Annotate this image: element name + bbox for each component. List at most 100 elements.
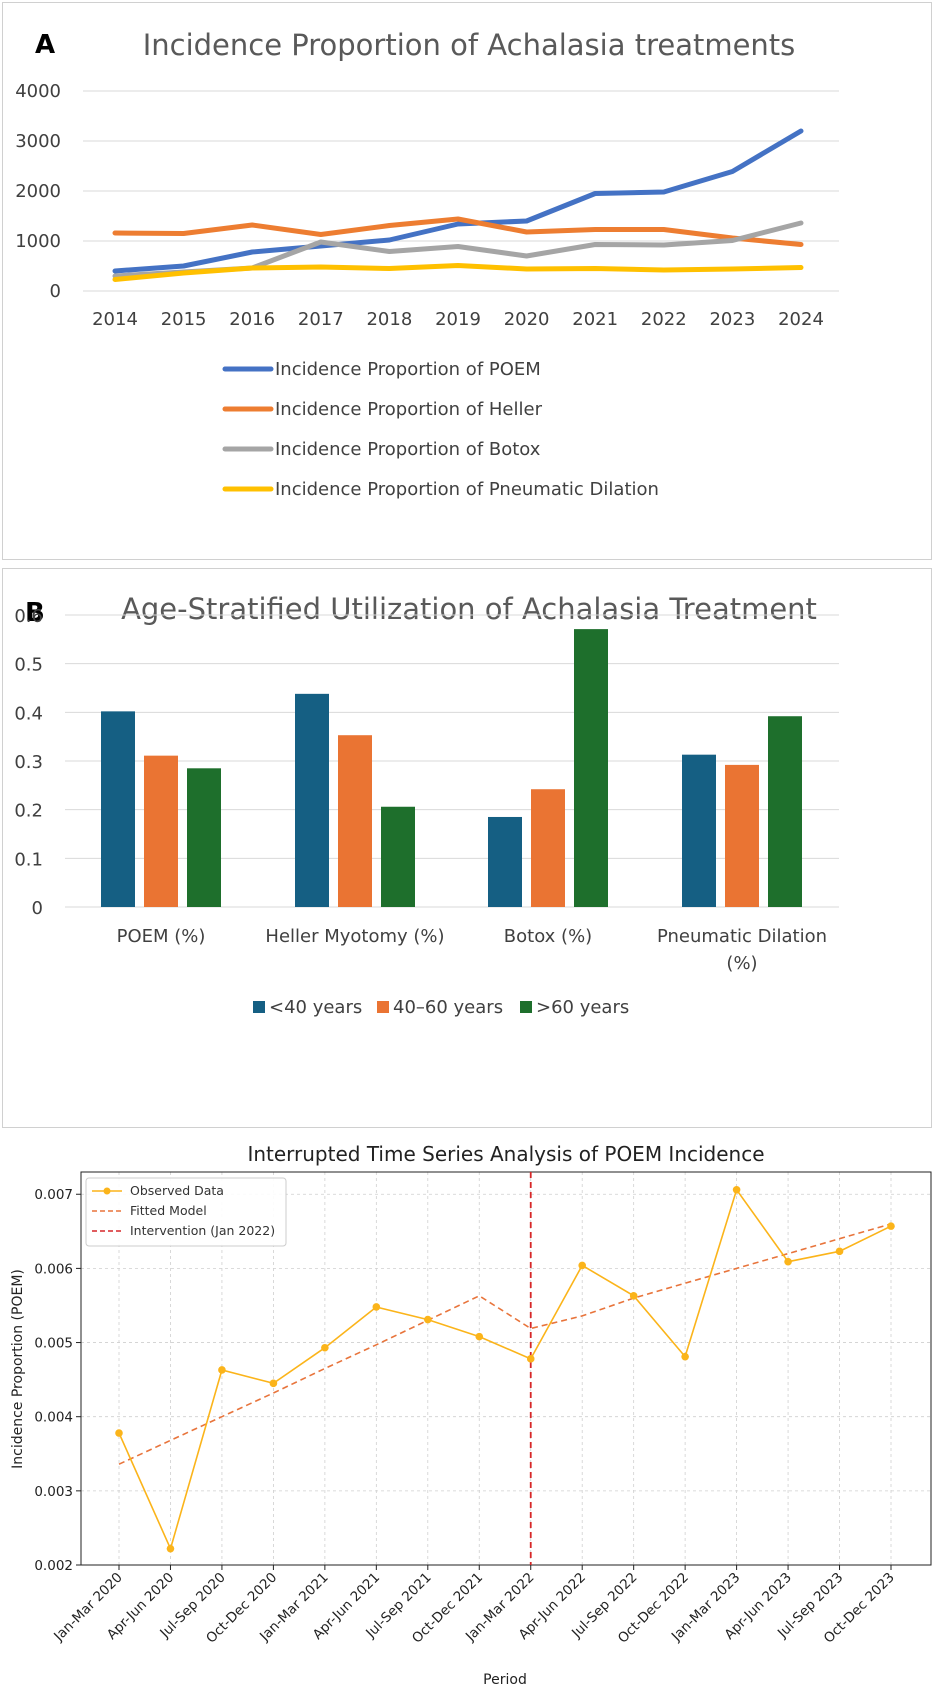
legend-label: Observed Data: [130, 1183, 224, 1198]
observed-data-point: [475, 1332, 484, 1341]
observed-data-line: [118, 1188, 892, 1552]
chart-a-title: Incidence Proportion of Achalasia treatm…: [143, 28, 796, 62]
chart-b-title: Age-Stratified Utilization of Achalasia …: [121, 592, 817, 626]
y-tick-label: 0.5: [14, 655, 43, 676]
x-tick-label: 2016: [229, 309, 275, 330]
legend-item-poem: Incidence Proportion of POEM: [222, 359, 541, 380]
x-tick-label: 2014: [92, 309, 138, 330]
y-tick-label: 0.6: [14, 606, 43, 627]
chart-a-series: [112, 128, 804, 282]
bar-40-years-0: [101, 711, 135, 907]
series-line-pneumatic-dilation: [112, 263, 804, 282]
y-tick-label: 0.4: [14, 703, 43, 724]
x-tick-label: Heller Myotomy (%): [265, 926, 444, 947]
legend-label: <40 years: [269, 997, 362, 1018]
bar-40-years-1: [295, 693, 329, 907]
observed-data-point: [269, 1379, 278, 1388]
legend-item-40-60-years: 40–60 years: [377, 997, 503, 1018]
observed-data-point: [681, 1352, 689, 1361]
chart-b-bars: [101, 629, 802, 907]
bar-60-years-0: [187, 768, 221, 907]
y-tick-label: 0.2: [14, 801, 43, 822]
legend-label: Incidence Proportion of Botox: [275, 439, 541, 460]
chart-b-svg: B Age-Stratified Utilization of Achalasi…: [14, 592, 839, 1018]
y-tick-label: 0.003: [34, 1484, 73, 1500]
x-tick-label: (%): [726, 953, 757, 974]
panel-letter-b: B: [25, 598, 45, 628]
legend-item-fitted-model: Fitted Model: [92, 1203, 207, 1218]
bar-40-years-2: [488, 816, 522, 907]
observed-data-point: [526, 1355, 535, 1363]
y-tick-label: 0.1: [14, 849, 43, 870]
observed-data-point: [218, 1366, 226, 1374]
x-tick-label: Pneumatic Dilation: [657, 926, 827, 947]
x-tick-label: 2022: [641, 309, 687, 330]
panel-a: A Incidence Proportion of Achalasia trea…: [2, 2, 932, 560]
legend-swatch: [520, 1001, 532, 1013]
legend-label: Incidence Proportion of Pneumatic Dilati…: [275, 479, 659, 500]
legend-item-pneumatic-dilation: Incidence Proportion of Pneumatic Dilati…: [222, 479, 659, 500]
x-tick-label: 2020: [504, 309, 550, 330]
chart-c-legend: Observed Data Fitted Model Intervention (J…: [85, 1177, 287, 1247]
y-tick-label: 0.005: [34, 1336, 73, 1352]
chart-c-svg: Interrupted Time Series Analysis of POEM…: [10, 1142, 932, 1688]
chart-c-series: [115, 1172, 895, 1565]
series-line-poem: [112, 128, 804, 274]
bar-40-years-3: [682, 754, 716, 907]
legend-label: >60 years: [536, 997, 629, 1018]
legend-item-heller: Incidence Proportion of Heller: [222, 399, 543, 420]
legend-label: Fitted Model: [130, 1203, 207, 1218]
chart-c-y-ticks: 0.002 0.003 0.004 0.005 0.006 0.007: [34, 1187, 81, 1574]
y-tick-label: 0.007: [34, 1187, 73, 1203]
x-tick-label: 2019: [435, 309, 481, 330]
panel-b: B Age-Stratified Utilization of Achalasi…: [2, 568, 932, 1128]
legend-item-60-years: >60 years: [520, 997, 629, 1018]
y-tick-label: 0.3: [14, 752, 43, 773]
legend-item-observed-data: Observed Data: [92, 1183, 224, 1198]
panel-letter-a: A: [35, 30, 55, 60]
y-tick-label: 1000: [15, 231, 61, 252]
legend-marker: [103, 1187, 111, 1195]
observed-data-point: [629, 1292, 638, 1300]
chart-b-gridlines: [65, 614, 839, 908]
y-tick-label: 0.006: [34, 1261, 73, 1277]
x-tick-label: 2021: [572, 309, 618, 330]
legend-item-botox: Incidence Proportion of Botox: [222, 439, 541, 460]
legend-label: Incidence Proportion of POEM: [275, 359, 541, 380]
y-tick-label: 0.004: [34, 1410, 73, 1426]
observed-data-point: [784, 1257, 792, 1266]
x-tick-label: 2015: [161, 309, 207, 330]
y-tick-label: 0: [50, 281, 61, 302]
chart-a-svg: A Incidence Proportion of Achalasia trea…: [15, 28, 839, 500]
chart-c-title: Interrupted Time Series Analysis of POEM…: [247, 1142, 764, 1166]
bar-60-years-3: [768, 716, 802, 907]
y-tick-label: 2000: [15, 181, 61, 202]
observed-data-point: [424, 1315, 432, 1324]
observed-data-point: [166, 1544, 175, 1553]
bar-40-60-years-0: [144, 755, 178, 907]
legend-item-40-years: <40 years: [253, 997, 362, 1018]
y-tick-label: 3000: [15, 131, 61, 152]
chart-b-y-ticks: 0 0.1 0.2 0.3 0.4 0.5 0.6: [14, 606, 43, 919]
chart-b-x-ticks: POEM (%) Heller Myotomy (%) Botox (%) Pneum…: [117, 926, 827, 974]
observed-data-point: [835, 1247, 844, 1256]
x-tick-label: 2024: [778, 309, 824, 330]
chart-c-x-axis-label: Period: [483, 1672, 527, 1688]
x-tick-label: POEM (%): [117, 926, 206, 947]
legend-label: 40–60 years: [393, 997, 503, 1018]
panel-c: Interrupted Time Series Analysis of POEM…: [0, 1134, 936, 1690]
chart-a-legend: Incidence Proportion of POEM Incidence Pr…: [222, 359, 659, 500]
chart-a-y-ticks: 0 1000 2000 3000 4000: [15, 81, 61, 302]
chart-b-legend: <40 years 40–60 years >60 years: [253, 997, 629, 1018]
legend-swatch: [377, 1001, 389, 1013]
bar-60-years-1: [381, 806, 415, 907]
observed-data-point: [321, 1343, 329, 1352]
observed-data-point: [115, 1429, 123, 1437]
observed-data-point: [732, 1185, 741, 1194]
bar-60-years-2: [574, 629, 608, 907]
x-tick-label: 2023: [709, 309, 755, 330]
bar-40-60-years-1: [338, 735, 372, 907]
observed-data-point: [887, 1222, 895, 1230]
legend-swatch: [253, 1001, 265, 1013]
